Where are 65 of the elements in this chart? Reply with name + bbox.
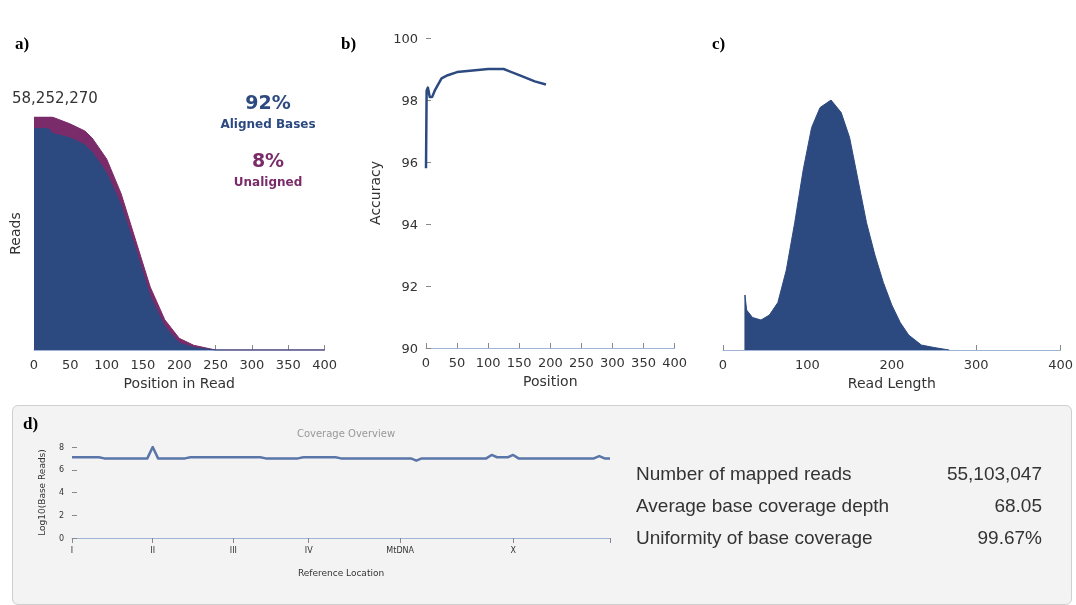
text: Unaligned (233, 175, 303, 189)
y-tick-label: 4 (58, 488, 64, 497)
y-tick-label: 0 (58, 533, 64, 543)
x-tick-label: 250 (568, 355, 594, 370)
y-tick-label: 8 (58, 442, 64, 452)
x-tick-label: 0 (718, 357, 728, 372)
x-tick-label: 100 (475, 355, 501, 370)
y-axis-title: Log10(Base Reads) (36, 449, 47, 536)
annotation: 8% (251, 148, 285, 171)
y-tick-label: 98 (401, 92, 418, 108)
text: 99.67% (977, 527, 1042, 549)
text: 68.05 (994, 495, 1042, 517)
x-tick-label: 300 (600, 355, 625, 370)
text: Uniformity of base coverage (636, 527, 873, 549)
text: 55,103,047 (946, 463, 1042, 485)
y-axis-title: Accuracy (367, 161, 384, 225)
x-tick-label: 400 (312, 357, 338, 372)
x-tick-label: 400 (662, 355, 688, 370)
x-axis-title: Reference Location (297, 567, 385, 578)
x-tick-label: 100 (94, 357, 120, 372)
y-tick-label: 92 (401, 278, 418, 294)
line-series (70, 445, 612, 462)
chart-title: c) (712, 34, 726, 53)
text: Average base coverage depth (636, 495, 890, 517)
x-tick-label: 400 (1048, 357, 1074, 372)
y-tick-label: 96 (401, 154, 418, 170)
x-tick-label: MtDNA (386, 545, 415, 555)
x-tick-label: 50 (448, 355, 466, 370)
y-tick-label: 90 (401, 340, 418, 356)
y-tick-label: 6 (58, 465, 64, 475)
x-axis-title: Position (523, 372, 578, 389)
y-axis-title: Reads (7, 212, 23, 255)
x-tick-label: I (70, 545, 74, 555)
y-tick-label: 100 (393, 30, 418, 46)
x-tick-label: 300 (963, 357, 989, 372)
x-tick-label: III (229, 545, 237, 555)
x-tick-label: X (510, 545, 517, 555)
x-tick-label: 200 (879, 357, 905, 372)
x-tick-label: 100 (794, 357, 820, 372)
chart-title: d) (23, 414, 39, 433)
text: 92% (245, 90, 291, 113)
x-tick-label: 250 (203, 357, 229, 372)
x-tick-label: 0 (29, 357, 39, 372)
text: Number of mapped reads (636, 463, 852, 485)
chart-title: a) (15, 34, 30, 53)
x-tick-label: 350 (275, 357, 301, 372)
x-tick-label: II (150, 545, 156, 555)
y-tick-label: 94 (401, 216, 418, 232)
x-tick-label: 50 (62, 357, 79, 372)
x-axis-title: Read Length (847, 374, 936, 391)
x-tick-label: 350 (631, 355, 656, 370)
x-tick-label: 200 (537, 355, 563, 370)
text: 58,252,270 (12, 88, 98, 107)
y-tick-label: 2 (58, 510, 64, 520)
x-axis-title: Position in Read (123, 374, 235, 391)
x-tick-label: 150 (506, 355, 532, 370)
x-tick-label: IV (304, 545, 314, 555)
x-tick-label: 150 (130, 357, 156, 372)
x-tick-label: 200 (166, 357, 192, 372)
text: Aligned Bases (220, 117, 316, 131)
line-series (424, 67, 548, 170)
x-tick-label: 0 (421, 355, 431, 370)
chart-subtitle: Coverage Overview (296, 427, 396, 439)
x-tick-label: 300 (239, 357, 265, 372)
chart-title: b) (341, 34, 357, 53)
